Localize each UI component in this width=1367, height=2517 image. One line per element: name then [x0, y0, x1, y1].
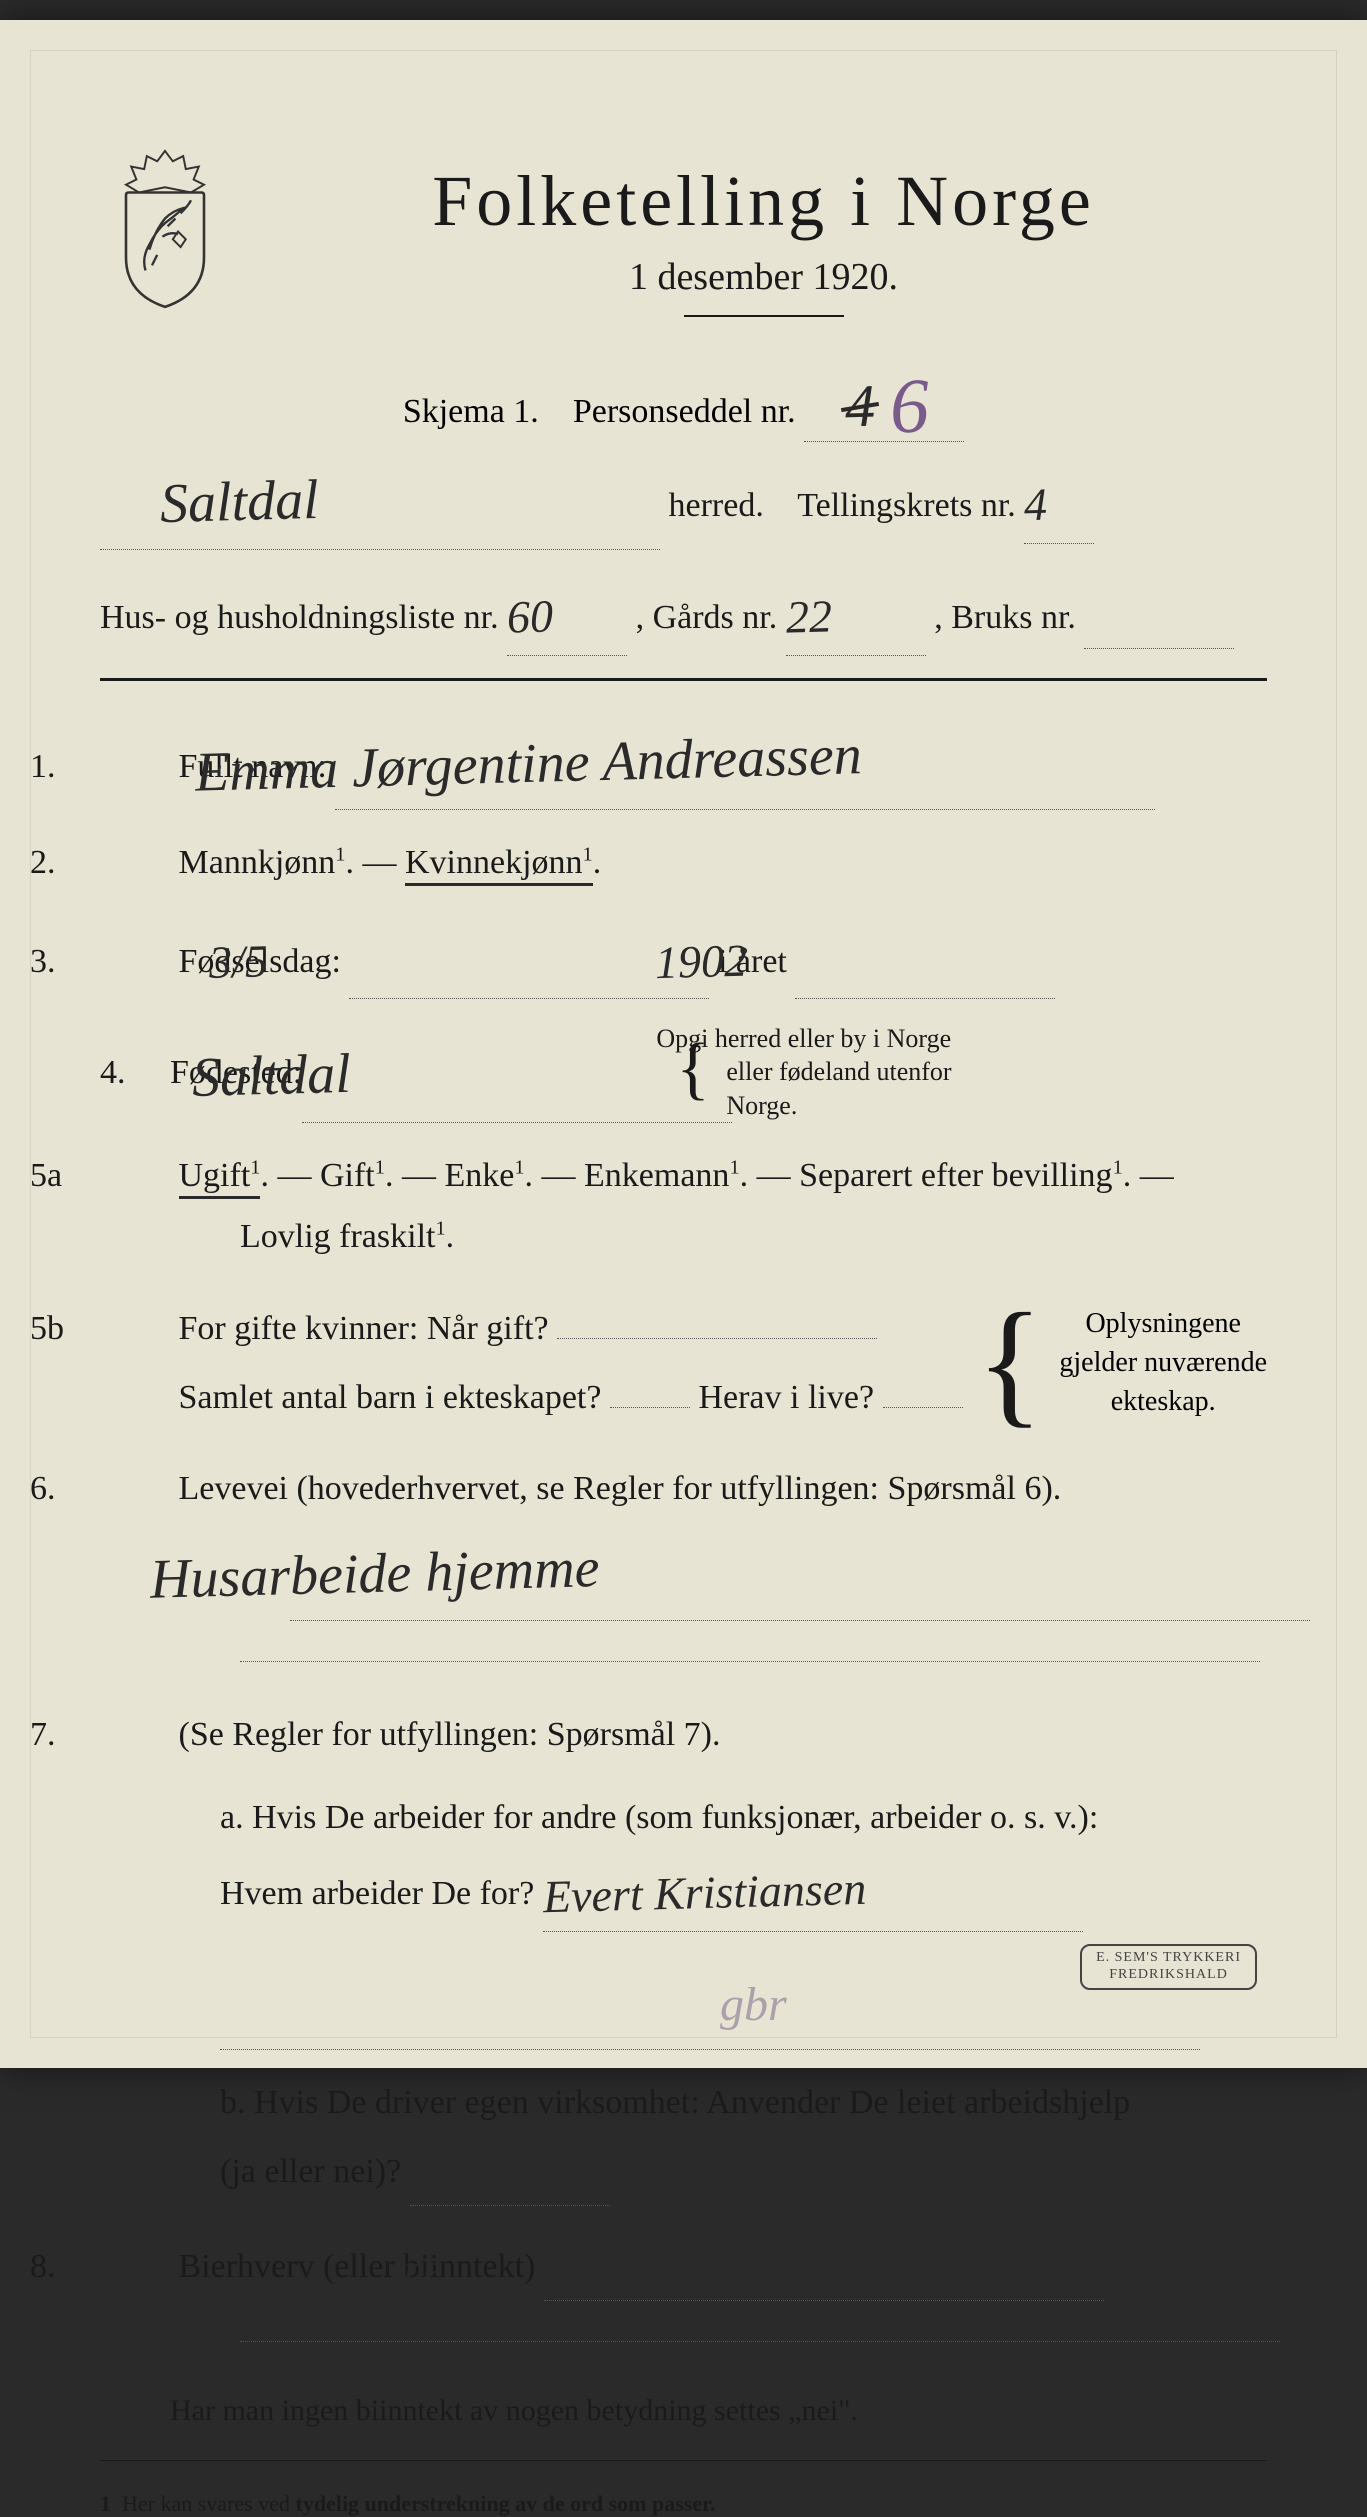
personseddel-struck: 4: [845, 372, 877, 442]
q7-num: 7.: [100, 1704, 170, 1765]
q5b-label3: Herav i live?: [698, 1379, 874, 1416]
q6-value: Husarbeide hjemme: [219, 1518, 601, 1629]
header: Folketelling i Norge 1 desember 1920.: [100, 160, 1267, 341]
q7b: b. Hvis De driver egen virksomhet: Anven…: [100, 2072, 1267, 2206]
q5b-note-3: ekteskap.: [1111, 1386, 1216, 1417]
husliste-value: 60: [506, 575, 554, 659]
row-husliste: Hus- og husholdningsliste nr. 60 , Gårds…: [100, 572, 1267, 656]
q6: 6. Levevei (hovederhvervet, se Regler fo…: [100, 1458, 1267, 1682]
q5b-num: 5b: [100, 1298, 170, 1359]
schema-label: Skjema 1.: [403, 393, 539, 430]
q7b-label2: (ja eller nei)?: [220, 2153, 401, 2190]
q4-note-2: eller fødeland utenfor Norge.: [726, 1057, 951, 1120]
q4: 4. Fødested: Saltdal Opgi herred eller b…: [100, 1021, 1267, 1123]
q1-value: Emma Jørgentine Andreassen: [264, 705, 863, 821]
footnote: 1 Her kan svares ved tydelig understrekn…: [100, 2491, 1267, 2517]
census-form-page: Folketelling i Norge 1 desember 1920. Sk…: [0, 20, 1367, 2068]
printer-stamp: E. SEM'S TRYKKERI FREDRIKSHALD: [1080, 1944, 1257, 1990]
q5a-ugift: Ugift1: [179, 1157, 261, 1199]
q3-num: 3.: [100, 931, 170, 992]
q5b: 5b For gifte kvinner: Når gift? Samlet a…: [100, 1290, 1267, 1436]
q2-kvinne: Kvinnekjønn1: [405, 844, 593, 886]
q4-note: Opgi herred eller by i Norge eller fødel…: [746, 1022, 1029, 1123]
q3: 3. Fødselsdag: 3/5 i året 1902: [100, 916, 1267, 1000]
q5a-separert: Separert efter bevilling1.: [799, 1157, 1131, 1194]
q5b-note-1: Oplysningene: [1085, 1308, 1241, 1339]
coat-of-arms: [100, 140, 230, 310]
q5a: 5a Ugift1. — Gift1. — Enke1. — Enkemann1…: [100, 1145, 1267, 1267]
footnote-marker: 1: [100, 2491, 111, 2516]
q5a-num: 5a: [100, 1145, 170, 1206]
q5b-label2: Samlet antal barn i ekteskapet?: [179, 1379, 602, 1416]
krets-value: 4: [1023, 464, 1048, 547]
subtitle-rule: [684, 315, 844, 317]
q6-label: Levevei (hovederhvervet, se Regler for u…: [179, 1470, 1062, 1507]
q5b-label1: For gifte kvinner: Når gift?: [179, 1310, 549, 1347]
gards-value: 22: [785, 575, 833, 659]
rule-1: [100, 678, 1267, 681]
bottom-note: Har man ingen biinntekt av nogen betydni…: [100, 2384, 1267, 2438]
q7b-value: nei: [409, 2136, 460, 2209]
q7-label: (Se Regler for utfyllingen: Spørsmål 7).: [179, 1716, 721, 1753]
q7a-faint: gbr: [720, 1978, 787, 2031]
krets-label: Tellingskrets nr.: [797, 487, 1016, 524]
herred-label: herred.: [669, 487, 764, 524]
q5a-fraskilt: Lovlig fraskilt1.: [240, 1218, 454, 1255]
q2-mann: Mannkjønn1.: [179, 844, 354, 881]
q1: 1. Fullt navn: Emma Jørgentine Andreasse…: [100, 709, 1267, 811]
stamp-line-1: E. SEM'S TRYKKERI: [1096, 1950, 1241, 1965]
q3-year: 1902: [724, 919, 748, 1002]
q8: 8. Bierhverv (eller biinntekt) nei: [100, 2228, 1267, 2362]
q2-num: 2.: [100, 832, 170, 893]
q2: 2. Mannkjønn1. — Kvinnekjønn1.: [100, 832, 1267, 893]
q7a-label2: Hvem arbeider De for?: [220, 1875, 534, 1912]
page-title: Folketelling i Norge: [260, 160, 1267, 243]
q5b-note: { Oplysningene gjelder nuværende ekteska…: [976, 1304, 1267, 1422]
gards-label: , Gårds nr.: [636, 599, 778, 636]
q2-dash: —: [362, 844, 405, 881]
q7a-label1: a. Hvis De arbeider for andre (som funks…: [220, 1799, 1098, 1836]
q5a-enke: Enke1.: [444, 1157, 533, 1194]
footnote-text: Her kan svares ved tydelig understreknin…: [122, 2491, 715, 2516]
husliste-label: Hus- og husholdningsliste nr.: [100, 599, 499, 636]
q4-value: Saltdal: [261, 1024, 352, 1127]
q8-num: 8.: [100, 2236, 170, 2297]
q7a-value: Evert Kristiansen: [542, 1848, 867, 1939]
row-herred: Saltdal herred. Tellingskrets nr. 4: [100, 448, 1267, 550]
rule-bottom: [100, 2460, 1267, 2461]
personseddel-value: 6: [889, 361, 930, 452]
q7: 7. (Se Regler for utfyllingen: Spørsmål …: [100, 1704, 1267, 1765]
title-block: Folketelling i Norge 1 desember 1920.: [260, 160, 1267, 341]
q1-num: 1.: [100, 736, 170, 797]
bruks-label: , Bruks nr.: [934, 599, 1076, 636]
q6-num: 6.: [100, 1458, 170, 1519]
q5a-enkemann: Enkemann1.: [584, 1157, 748, 1194]
stamp-line-2: FREDRIKSHALD: [1109, 1967, 1228, 1982]
q7b-label1: b. Hvis De driver egen virksomhet: Anven…: [220, 2084, 1130, 2121]
row-schema: Skjema 1. Personseddel nr. 4 6: [100, 351, 1267, 442]
herred-value: Saltdal: [159, 450, 320, 555]
q8-label: Bierhverv (eller biinntekt): [179, 2248, 536, 2285]
q7a: a. Hvis De arbeider for andre (som funks…: [100, 1787, 1267, 2049]
q5a-gift: Gift1.: [320, 1157, 393, 1194]
q5b-note-2: gjelder nuværende: [1059, 1347, 1267, 1378]
page-subtitle: 1 desember 1920.: [260, 255, 1267, 299]
personseddel-label: Personseddel nr.: [573, 393, 796, 430]
